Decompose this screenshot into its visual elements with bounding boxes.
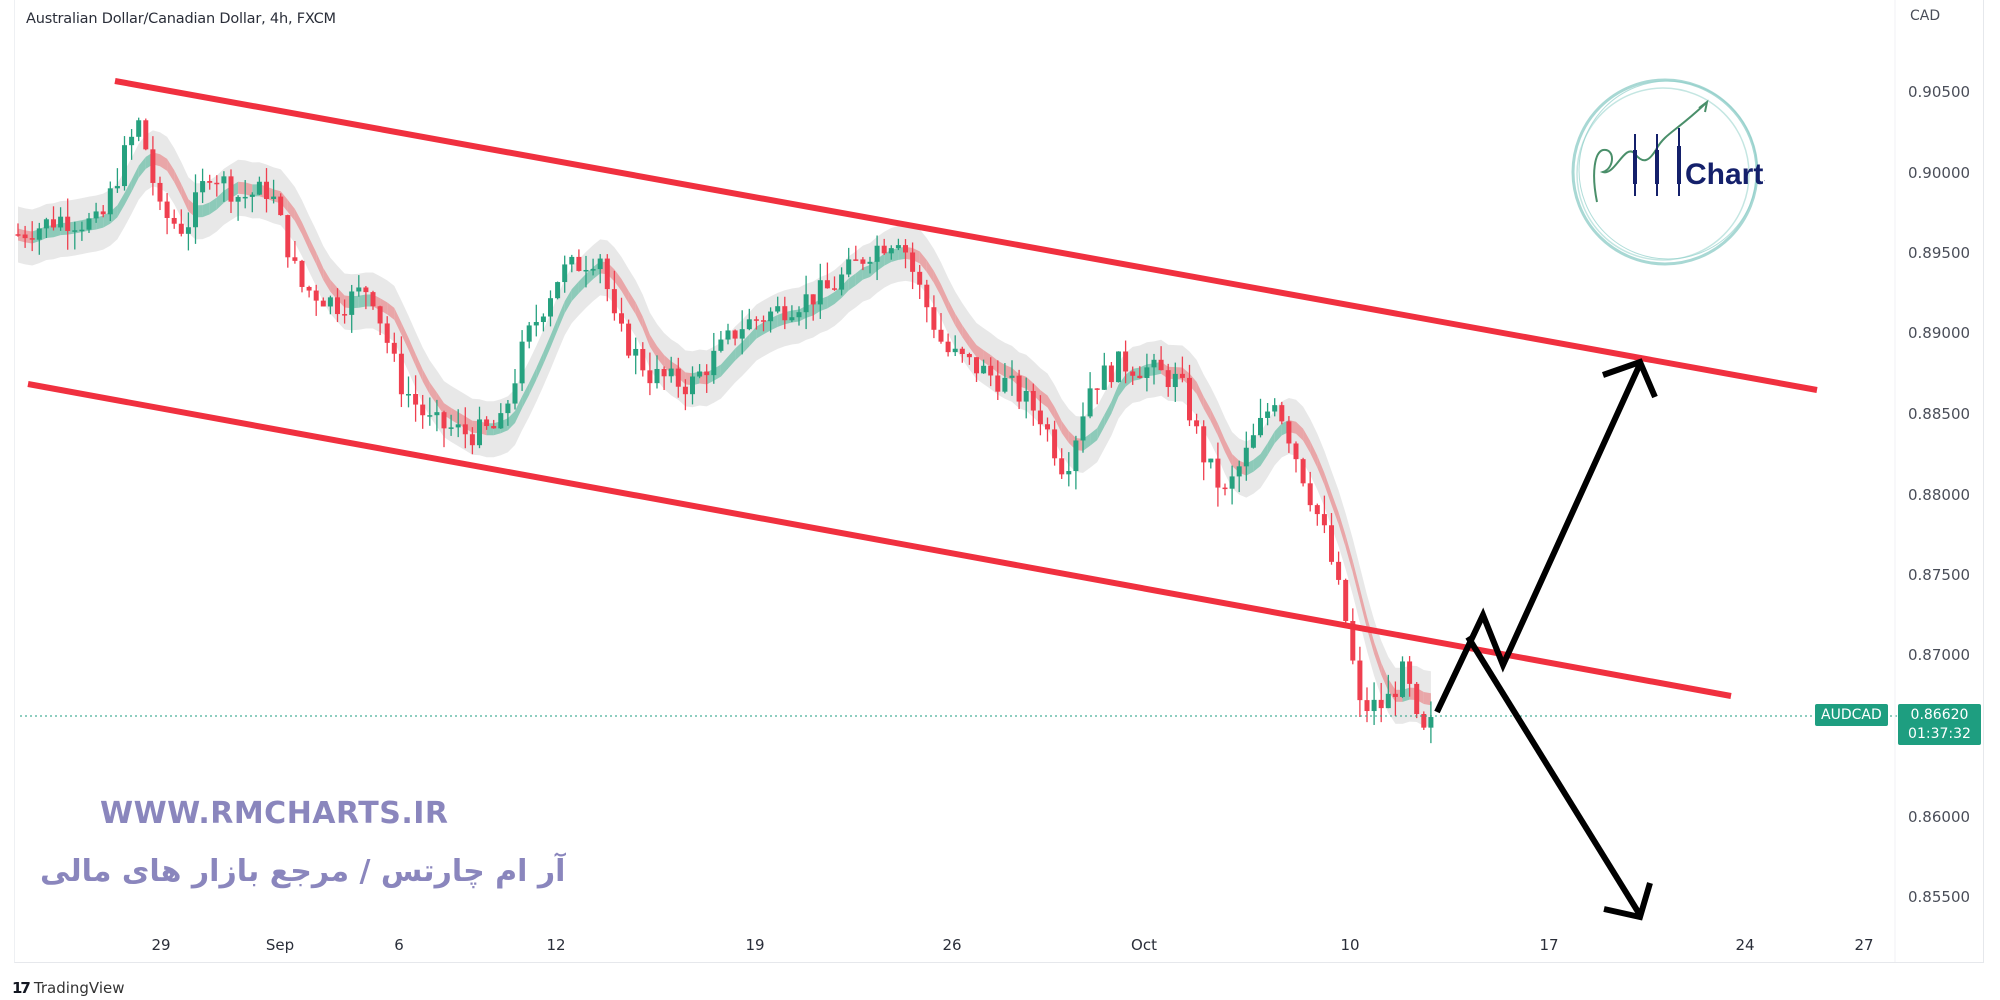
tradingview-footer[interactable]: 17 TradingView: [12, 979, 125, 997]
price-tick: 0.86000: [1908, 808, 1971, 826]
last-price-badge: 0.86620 01:37:32: [1898, 704, 1981, 745]
last-price-value: 0.86620: [1910, 707, 1969, 723]
price-tick: 0.85500: [1908, 888, 1971, 906]
price-tick: 0.90500: [1908, 83, 1971, 101]
date-tick: Oct: [1131, 936, 1157, 954]
bullish-projection-arrow[interactable]: [1434, 362, 1643, 714]
price-tick: 0.88500: [1908, 405, 1971, 423]
candlestick-series: [15, 117, 1434, 744]
price-tick: 0.90000: [1908, 164, 1971, 182]
price-axis-currency: CAD: [1910, 8, 1941, 24]
date-tick: 26: [942, 936, 962, 954]
date-tick: 19: [745, 936, 765, 954]
chart-title: Australian Dollar/Canadian Dollar, 4h, F…: [26, 11, 336, 27]
watermark-persian-tagline: آر ام چارتس / مرجع بازار های مالی: [40, 854, 566, 889]
lower-channel-line[interactable]: [27, 381, 1732, 699]
price-tick: 0.88000: [1908, 486, 1971, 504]
price-tick: 0.89000: [1908, 324, 1971, 342]
date-tick: Sep: [265, 936, 295, 954]
price-tick: 0.87000: [1908, 646, 1971, 664]
arrow-head-down-icon: [1603, 882, 1653, 921]
rmcharts-logo: Charts: [1571, 78, 1765, 266]
date-tick: 27: [1854, 936, 1874, 954]
watermark-url: WWW.RMCHARTS.IR: [100, 796, 449, 831]
symbol-badge: AUDCAD: [1815, 704, 1888, 726]
arrow-head-up-icon: [1602, 358, 1658, 399]
date-tick: 17: [1539, 936, 1559, 954]
price-tick: 0.87500: [1908, 566, 1971, 584]
upper-channel-line[interactable]: [114, 78, 1818, 393]
logo-text: Charts: [1685, 158, 1765, 191]
date-tick: 29: [151, 936, 171, 954]
bar-countdown: 01:37:32: [1908, 726, 1971, 742]
price-tick: 0.89500: [1908, 244, 1971, 262]
moving-average-band: [18, 130, 1431, 728]
date-tick: 6: [394, 936, 404, 954]
tradingview-logo-icon: 17: [12, 979, 31, 997]
date-tick: 24: [1735, 936, 1755, 954]
tradingview-brand: TradingView: [33, 979, 125, 997]
bearish-projection-arrow[interactable]: [1465, 635, 1643, 917]
date-tick: 10: [1340, 936, 1360, 954]
date-tick: 12: [546, 936, 566, 954]
